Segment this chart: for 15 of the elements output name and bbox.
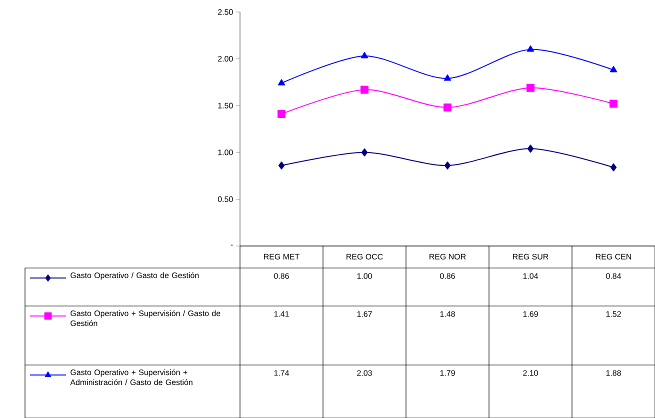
point [444,103,452,112]
point [610,66,618,72]
point [278,162,285,170]
point [610,163,617,172]
point [360,52,368,58]
point [278,79,286,86]
point [527,144,534,153]
point [278,110,286,118]
point [361,148,368,156]
point [610,100,618,108]
point [526,45,534,52]
point [526,84,535,92]
point [444,74,452,81]
point [360,86,369,94]
point [444,162,451,170]
